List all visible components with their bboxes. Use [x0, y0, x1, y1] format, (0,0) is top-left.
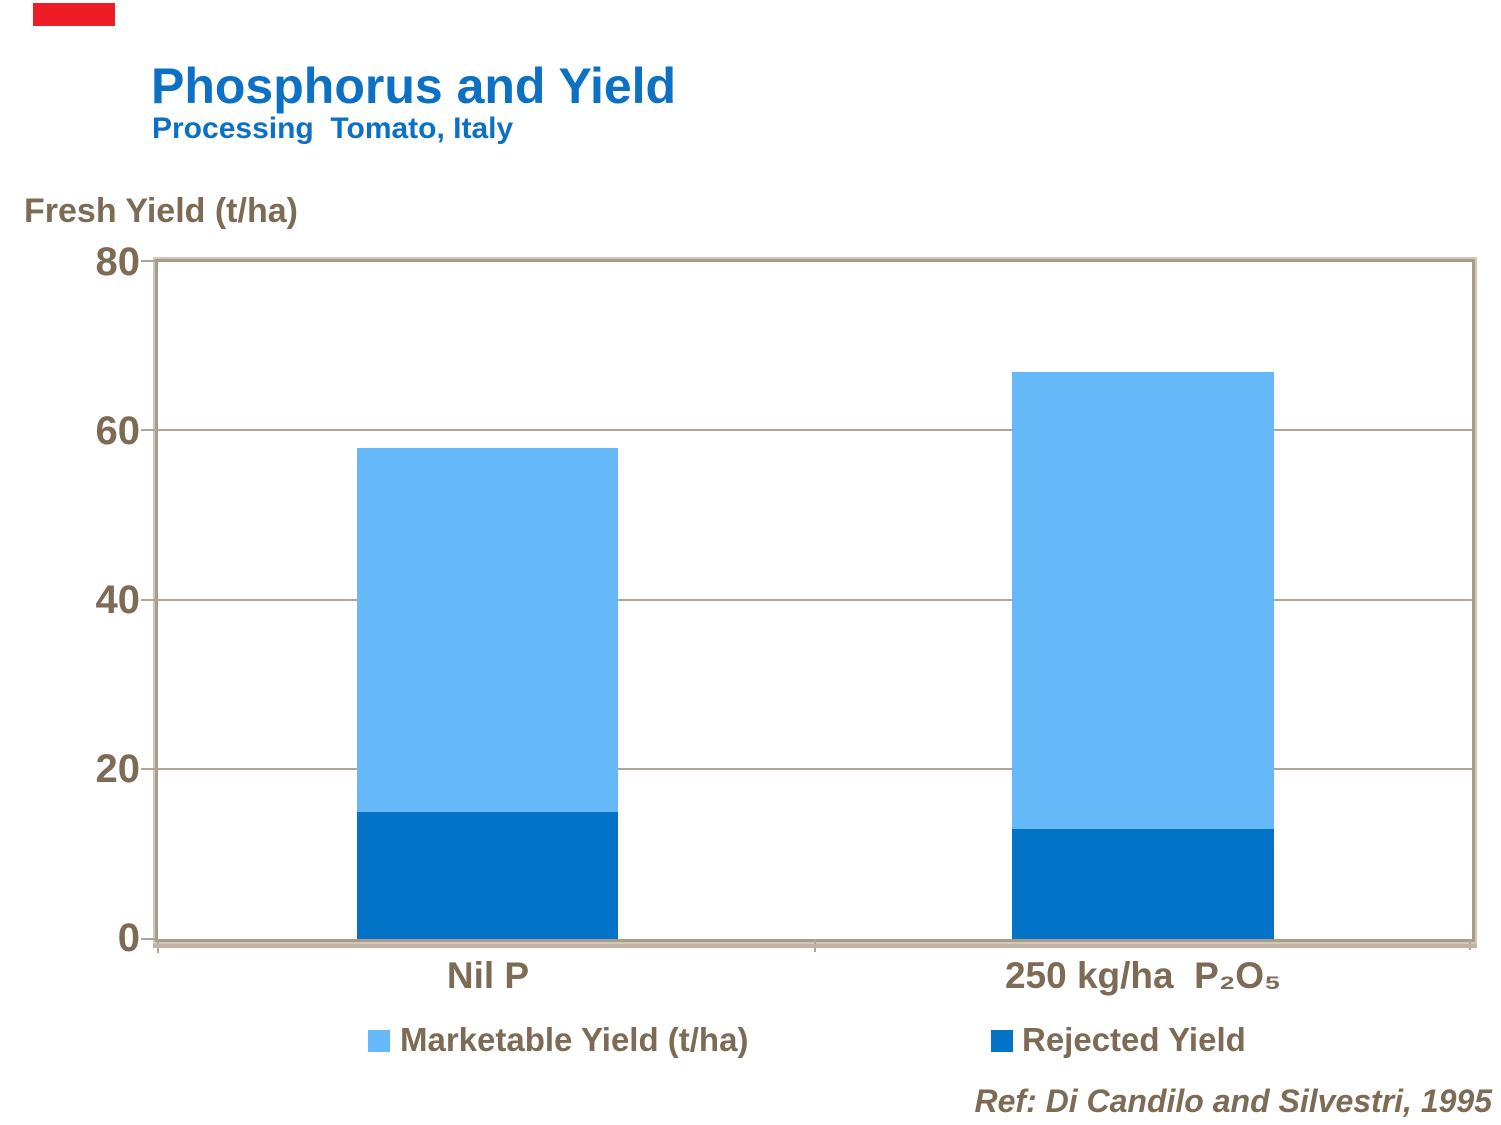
y-tick-label-60: 60: [95, 409, 141, 453]
legend-label-marketable: Marketable Yield (t/ha): [400, 1021, 749, 1058]
bar-nil-p-marketable-segment: [357, 448, 618, 812]
y-tick-label-0: 0: [117, 916, 140, 960]
y-tick-label-40: 40: [95, 578, 141, 622]
bar-nil-p-rejected-segment: [357, 812, 618, 939]
bar-250kgha-p2o5: [1012, 372, 1274, 939]
plot-area: [141, 257, 1477, 953]
bar-nil-p: [357, 448, 618, 939]
chart-subtitle: Processing Tomato, Italy: [152, 112, 514, 145]
x-category-label-250kgha-p2o5: 250 kg/ha P₂O₅: [1004, 955, 1282, 996]
legend-swatch-marketable: [368, 1030, 390, 1052]
chart-title: Phosphorus and Yield: [151, 58, 677, 114]
bar-250kgha-rejected-segment: [1012, 829, 1274, 939]
bar-250kgha-marketable-segment: [1012, 372, 1274, 829]
y-tick-mark-0: [141, 938, 155, 940]
y-axis-title: Fresh Yield (t/ha): [24, 192, 298, 230]
legend-swatch-rejected: [991, 1030, 1013, 1052]
legend-label-rejected: Rejected Yield: [1022, 1021, 1246, 1058]
x-axis-mid-tick: [814, 939, 816, 952]
gridline-40: [141, 599, 1472, 601]
gridline-20: [141, 768, 1472, 770]
corner-red-rectangle: [33, 3, 115, 26]
y-tick-label-20: 20: [95, 747, 141, 791]
y-tick-mark-80: [141, 260, 155, 262]
x-category-label-nil-p: Nil P: [446, 955, 530, 996]
y-tick-label-80: 80: [95, 240, 141, 284]
x-axis-right-tick: [1469, 939, 1471, 950]
gridline-60: [141, 429, 1472, 431]
reference-citation: Ref: Di Candilo and Silvestri, 1995: [974, 1083, 1492, 1119]
x-axis-left-tick: [157, 939, 159, 953]
